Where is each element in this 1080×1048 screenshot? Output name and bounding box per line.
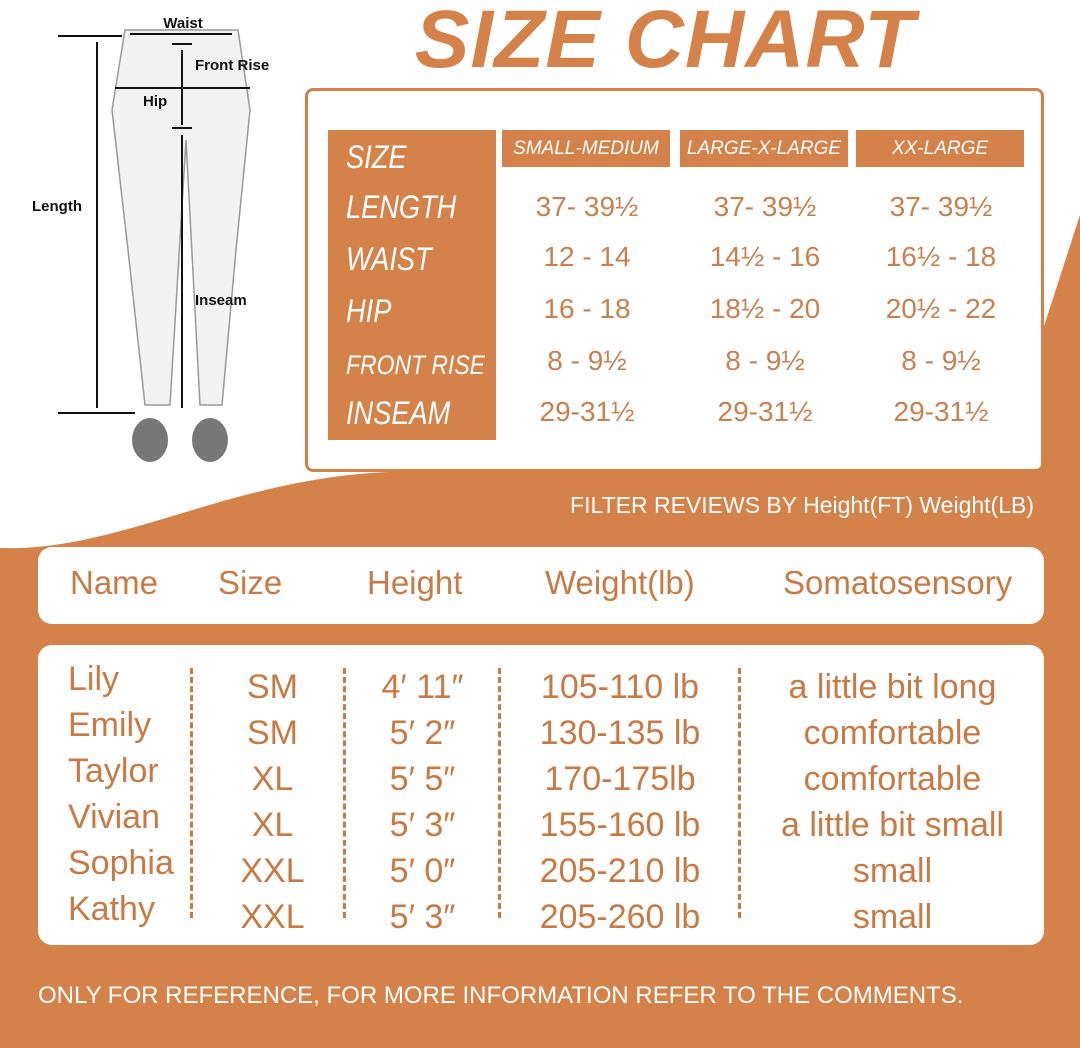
reviewer-name: Kathy (68, 890, 155, 928)
reviewer-height: 5′ 0″ (389, 852, 456, 890)
header-size: Size (218, 564, 283, 601)
size-cell: 37- 39½ (889, 191, 993, 222)
reviews-header-panel (38, 547, 1044, 624)
row-label: INSEAM (346, 395, 451, 431)
size-cell: 29-31½ (717, 396, 813, 427)
header-height: Height (367, 564, 463, 601)
reviewer-name: Lily (68, 660, 120, 698)
reviews-table-panel (38, 645, 1044, 945)
reviewer-name: Vivian (68, 798, 160, 836)
header-weight: Weight(lb) (545, 564, 695, 601)
front-rise-label: Front Rise (195, 57, 269, 74)
column-divider (343, 668, 346, 918)
reviewer-weight: 130-135 lb (539, 714, 701, 752)
reviewer-feedback: a little bit small (781, 806, 1004, 844)
size-cell: 16 - 18 (543, 293, 631, 324)
filter-reviews-text: FILTER REVIEWS BY Height(FT) Weight(LB) (570, 492, 1034, 518)
reviewer-feedback: a little bit long (788, 668, 997, 706)
size-cell: 14½ - 16 (709, 241, 821, 272)
size-row-labels: SIZE LENGTH WAIST HIP FRONT RISE INSEAM (328, 130, 496, 440)
reviewer-height: 4′ 11″ (381, 668, 464, 706)
reviewer-weight: 205-210 lb (539, 852, 701, 890)
size-cell: 8 - 9½ (901, 345, 981, 376)
reviewer-size: XL (251, 806, 294, 844)
length-label: Length (32, 198, 82, 215)
row-label: SIZE (346, 139, 407, 175)
footer-note: ONLY FOR REFERENCE, FOR MORE INFORMATION… (38, 982, 964, 1009)
reviewer-height: 5′ 3″ (389, 806, 456, 844)
size-column-header: LARGE-X-LARGE (680, 130, 848, 167)
reviewer-feedback: small (852, 852, 933, 890)
reviewer-feedback: small (852, 898, 933, 936)
size-cell: 8 - 9½ (725, 345, 805, 376)
reviewer-height: 5′ 5″ (389, 760, 456, 798)
waist-label: Waist (163, 15, 202, 32)
reviewer-size: XXL (240, 852, 305, 890)
reviewer-feedback: comfortable (803, 760, 982, 798)
reviewer-size: XXL (240, 898, 305, 936)
reviewer-name: Emily (68, 706, 152, 744)
leggings-measurement-diagram: Waist Front Rise Hip Length Inseam (32, 15, 269, 462)
hip-label: Hip (143, 93, 167, 110)
reviewer-name: Sophia (68, 844, 174, 882)
column-divider (190, 668, 193, 918)
reviewer-weight: 105-110 lb (540, 668, 700, 706)
reviewer-size: SM (247, 714, 298, 752)
size-cell: 8 - 9½ (547, 345, 627, 376)
size-cell: 12 - 14 (543, 241, 631, 272)
size-cell: 37- 39½ (713, 191, 817, 222)
size-cell: 29-31½ (893, 396, 989, 427)
inseam-label: Inseam (195, 292, 247, 309)
page-title: SIZE CHART (414, 0, 916, 85)
size-column-header: XX-LARGE (856, 130, 1024, 167)
header-name: Name (70, 564, 159, 601)
column-divider (498, 668, 501, 918)
row-label: LENGTH (346, 189, 457, 225)
reviewer-height: 5′ 3″ (389, 898, 456, 936)
reviewer-height: 5′ 2″ (389, 714, 456, 752)
reviewer-size: XL (251, 760, 294, 798)
column-divider (738, 668, 741, 918)
size-cell: 29-31½ (539, 396, 635, 427)
size-cell: 20½ - 22 (885, 293, 997, 324)
size-column-header: SMALL-MEDIUM (502, 130, 670, 167)
reviewer-feedback: comfortable (803, 714, 982, 752)
row-label: FRONT RISE (346, 350, 485, 380)
size-cell: 16½ - 18 (885, 241, 997, 272)
size-cell: 18½ - 20 (709, 293, 821, 324)
reviewer-weight: 170-175lb (544, 760, 696, 798)
reviewer-size: SM (247, 668, 298, 706)
reviewer-name: Taylor (68, 752, 159, 790)
reviewer-weight: 205-260 lb (539, 898, 701, 936)
row-label: HIP (346, 293, 392, 329)
reviewer-weight: 155-160 lb (539, 806, 701, 844)
header-somatosensory: Somatosensory (783, 564, 1013, 601)
size-cell: 37- 39½ (535, 191, 639, 222)
row-label: WAIST (346, 241, 432, 277)
